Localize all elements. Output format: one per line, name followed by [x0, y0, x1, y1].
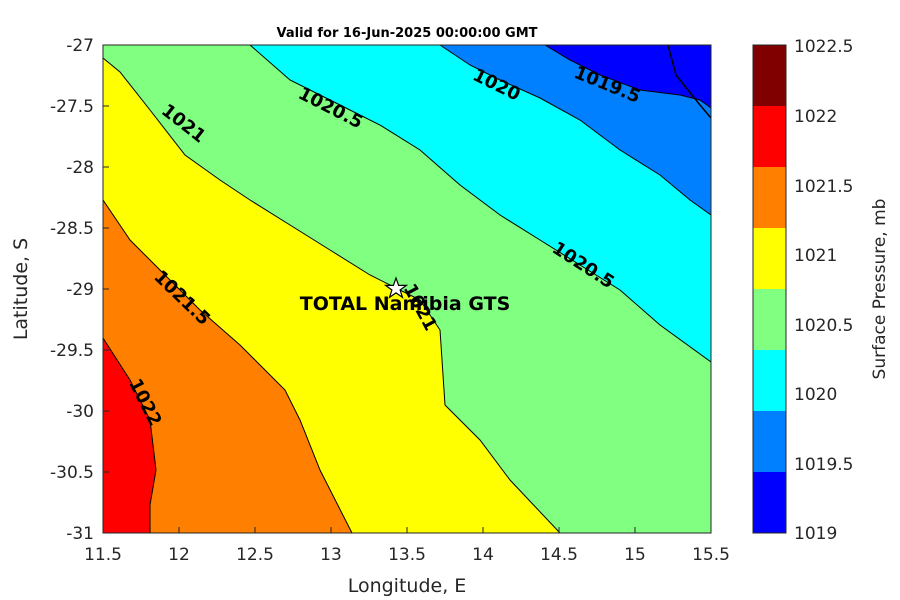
colorbar-label: Surface Pressure, mb: [870, 199, 890, 380]
station-marker-group: TOTAL Namibia GTS: [300, 276, 511, 315]
colorbar-swatch: [753, 106, 786, 167]
contour-line-1020: [439, 45, 711, 216]
y-tick-label: -30.5: [50, 463, 94, 483]
y-tick-label: -27.5: [50, 97, 94, 117]
contour-line-1022: [103, 337, 157, 533]
x-tick-label: 15.5: [692, 545, 730, 565]
colorbar-swatch: [753, 289, 786, 350]
colorbar-tick-label: 1022.5: [794, 37, 853, 57]
station-label: TOTAL Namibia GTS: [300, 293, 511, 315]
colorbar-swatch: [753, 472, 786, 533]
y-tick-label: -29.5: [50, 341, 94, 361]
contour-line-1021.5: [103, 199, 353, 533]
y-tick-labels: -27 -27.5 -28 -28.5 -29 -29.5 -30 -30.5 …: [50, 36, 94, 544]
y-tick-label: -30: [66, 402, 94, 422]
colorbar-swatch: [753, 45, 786, 106]
x-tick-label: 13.5: [388, 545, 426, 565]
band-1019-1019.5: [545, 45, 711, 108]
contour-lines: [103, 45, 711, 533]
x-tick-labels: 11.5 12 12.5 13 13.5 14 14.5 15 15.5: [84, 545, 730, 565]
colorbar-tick-label: 1019.5: [794, 455, 853, 475]
y-tick-label: -27: [66, 36, 94, 56]
colorbar-swatch: [753, 411, 786, 472]
x-tick-label: 11.5: [84, 545, 122, 565]
y-tick-label: -28: [66, 158, 94, 178]
y-tick-label: -31: [66, 524, 94, 544]
x-tick-label: 12.5: [236, 545, 274, 565]
band-1021.5-1022: [103, 200, 352, 533]
colorbar-tick-label: 1020: [794, 385, 837, 405]
contour-line-1021-left: [103, 57, 561, 533]
colorbar: 1019 1019.5 1020 1020.5 1021 1021.5 1022…: [752, 37, 890, 544]
coastline: [667, 45, 711, 119]
x-axis-label: Longitude, E: [348, 575, 467, 597]
band-1022-1022.5: [103, 338, 156, 533]
colorbar-tick-label: 1021.5: [794, 177, 853, 197]
colorbar-tick-label: 1022: [794, 107, 837, 127]
x-tick-label: 15: [624, 545, 646, 565]
contour-line-1019.5: [544, 45, 711, 109]
x-tick-label: 12: [168, 545, 190, 565]
x-tick-label: 14: [472, 545, 494, 565]
y-axis-label: Latitude, S: [10, 238, 32, 340]
colorbar-tick-label: 1019: [794, 524, 837, 544]
colorbar-swatch: [753, 228, 786, 289]
colorbar-tick-label: 1021: [794, 246, 837, 266]
tick-marks: [102, 44, 712, 534]
colorbar-swatch: [753, 350, 786, 411]
chart-title: Valid for 16-Jun-2025 00:00:00 GMT: [277, 26, 538, 41]
station-star-icon: [383, 276, 409, 299]
contour-line-1020.5: [249, 45, 711, 363]
x-tick-label: 14.5: [540, 545, 578, 565]
y-tick-label: -28.5: [50, 219, 94, 239]
colorbar-frame: [752, 44, 787, 534]
x-tick-label: 13: [320, 545, 342, 565]
y-tick-label: -29: [66, 280, 94, 300]
contour-fill-group: [103, 45, 711, 533]
colorbar-swatch: [753, 167, 786, 228]
colorbar-tick-label: 1020.5: [794, 316, 853, 336]
